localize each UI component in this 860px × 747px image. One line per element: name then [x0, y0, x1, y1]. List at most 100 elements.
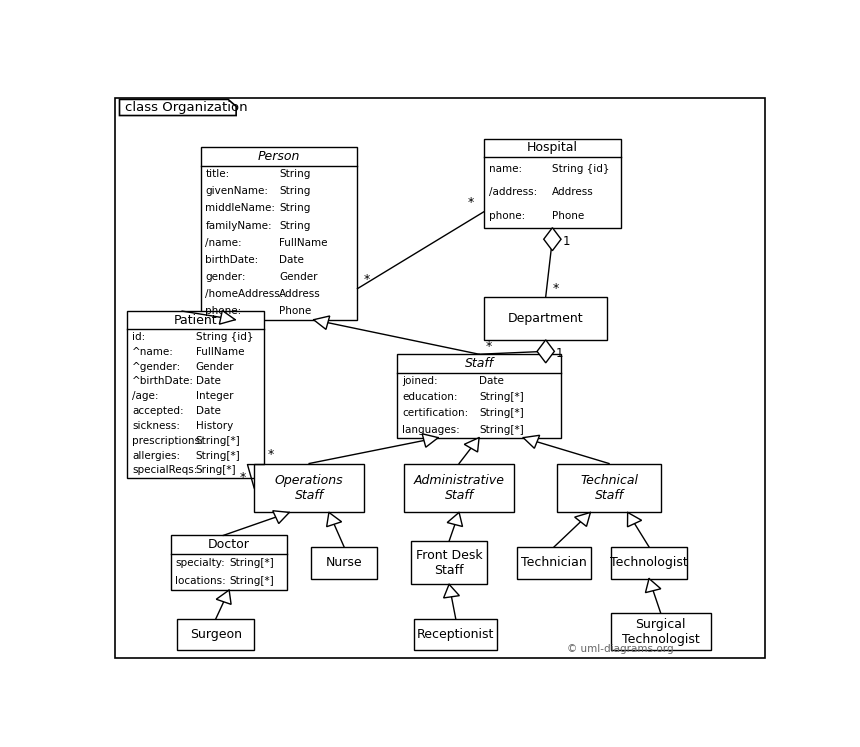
Text: Doctor: Doctor	[208, 538, 250, 551]
Bar	[397, 354, 561, 438]
Text: FullName: FullName	[280, 238, 328, 248]
Text: Front Desk
Staff: Front Desk Staff	[415, 549, 482, 577]
Text: birthDate:: birthDate:	[206, 255, 259, 264]
Text: Hospital: Hospital	[527, 141, 578, 154]
Text: ^name:: ^name:	[132, 347, 174, 357]
Text: familyName:: familyName:	[206, 220, 272, 231]
Text: String[*]: String[*]	[479, 392, 524, 402]
Polygon shape	[523, 436, 539, 448]
Polygon shape	[544, 228, 561, 251]
Text: Technician: Technician	[521, 557, 587, 569]
Text: sickness:: sickness:	[132, 421, 180, 431]
Text: String[*]: String[*]	[196, 450, 241, 461]
Text: Technical
Staff: Technical Staff	[580, 474, 638, 502]
Text: Date: Date	[196, 406, 221, 416]
Text: /name:: /name:	[206, 238, 243, 248]
Text: Date: Date	[280, 255, 304, 264]
Polygon shape	[646, 578, 660, 592]
Text: Sring[*]: Sring[*]	[196, 465, 237, 476]
Bar	[611, 613, 710, 651]
Text: joined:: joined:	[402, 376, 438, 385]
Text: 1: 1	[562, 235, 570, 248]
Text: *: *	[486, 340, 492, 353]
Text: locations:: locations:	[175, 576, 226, 586]
Text: Technologist: Technologist	[610, 557, 688, 569]
Bar	[201, 147, 358, 320]
Polygon shape	[273, 511, 289, 524]
Text: Address: Address	[552, 187, 594, 197]
Text: allergies:: allergies:	[132, 450, 181, 461]
Text: © uml-diagrams.org: © uml-diagrams.org	[568, 645, 674, 654]
Bar	[255, 463, 364, 512]
Text: /age:: /age:	[132, 391, 158, 401]
Bar	[557, 463, 660, 512]
Text: FullName: FullName	[196, 347, 244, 357]
Polygon shape	[216, 590, 231, 604]
Text: name:: name:	[488, 164, 522, 174]
Text: phone:: phone:	[488, 211, 525, 221]
Text: ^birthDate:: ^birthDate:	[132, 376, 194, 386]
Text: id:: id:	[132, 332, 145, 342]
Text: /homeAddress:: /homeAddress:	[206, 289, 284, 299]
Text: specialty:: specialty:	[175, 558, 225, 568]
Text: String: String	[280, 169, 310, 179]
Text: Phone: Phone	[280, 306, 311, 316]
Text: class Organization: class Organization	[125, 101, 248, 114]
Text: specialReqs:: specialReqs:	[132, 465, 198, 476]
Polygon shape	[447, 512, 463, 527]
Text: *: *	[364, 273, 371, 286]
Text: Surgical
Technologist: Surgical Technologist	[622, 618, 699, 645]
Text: middleName:: middleName:	[206, 203, 275, 214]
Text: Operations
Staff: Operations Staff	[275, 474, 343, 502]
Text: accepted:: accepted:	[132, 406, 184, 416]
Polygon shape	[422, 434, 439, 447]
Text: Phone: Phone	[552, 211, 585, 221]
Text: languages:: languages:	[402, 424, 460, 435]
Text: Date: Date	[196, 376, 221, 386]
Polygon shape	[537, 340, 555, 363]
Text: String {id}: String {id}	[552, 164, 610, 174]
Bar	[177, 619, 255, 651]
Text: Department: Department	[508, 311, 584, 325]
Bar	[404, 463, 514, 512]
Text: String[*]: String[*]	[196, 436, 241, 446]
Bar	[127, 311, 264, 478]
Bar	[415, 619, 497, 651]
Text: History: History	[196, 421, 233, 431]
Text: String[*]: String[*]	[479, 409, 524, 418]
Text: 1: 1	[556, 347, 563, 360]
Text: String: String	[280, 186, 310, 196]
Text: String: String	[280, 220, 310, 231]
Polygon shape	[574, 512, 591, 527]
Bar	[310, 547, 378, 578]
Text: Nurse: Nurse	[326, 557, 362, 569]
Text: Administrative
Staff: Administrative Staff	[414, 474, 505, 502]
Polygon shape	[444, 584, 459, 598]
Bar	[484, 297, 607, 340]
Text: String: String	[280, 203, 310, 214]
Text: *: *	[468, 196, 474, 209]
Text: Staff: Staff	[464, 357, 494, 370]
Polygon shape	[314, 316, 329, 329]
Bar	[611, 547, 687, 578]
Text: Receptionist: Receptionist	[417, 628, 494, 641]
Text: Address: Address	[280, 289, 321, 299]
Text: Gender: Gender	[196, 362, 234, 371]
Text: Date: Date	[479, 376, 504, 385]
Text: /address:: /address:	[488, 187, 537, 197]
Bar	[411, 541, 488, 584]
Text: Surgeon: Surgeon	[190, 628, 242, 641]
Text: givenName:: givenName:	[206, 186, 268, 196]
Text: *: *	[552, 282, 559, 295]
Bar	[484, 138, 621, 228]
Polygon shape	[628, 512, 642, 527]
Text: *: *	[239, 471, 246, 484]
Polygon shape	[464, 438, 479, 452]
Bar	[171, 536, 287, 590]
Text: gender:: gender:	[206, 272, 246, 282]
Text: String[*]: String[*]	[479, 424, 524, 435]
Text: *: *	[267, 447, 273, 461]
Text: Patient: Patient	[174, 314, 218, 326]
Text: prescriptions:: prescriptions:	[132, 436, 204, 446]
Polygon shape	[120, 99, 236, 116]
